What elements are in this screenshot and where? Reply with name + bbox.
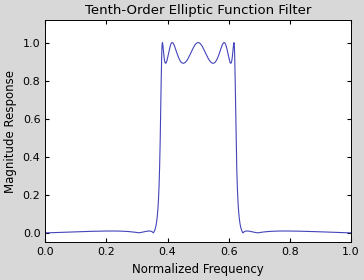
Y-axis label: Magnitude Response: Magnitude Response bbox=[4, 69, 17, 193]
Title: Tenth-Order Elliptic Function Filter: Tenth-Order Elliptic Function Filter bbox=[85, 4, 311, 17]
X-axis label: Normalized Frequency: Normalized Frequency bbox=[132, 263, 264, 276]
